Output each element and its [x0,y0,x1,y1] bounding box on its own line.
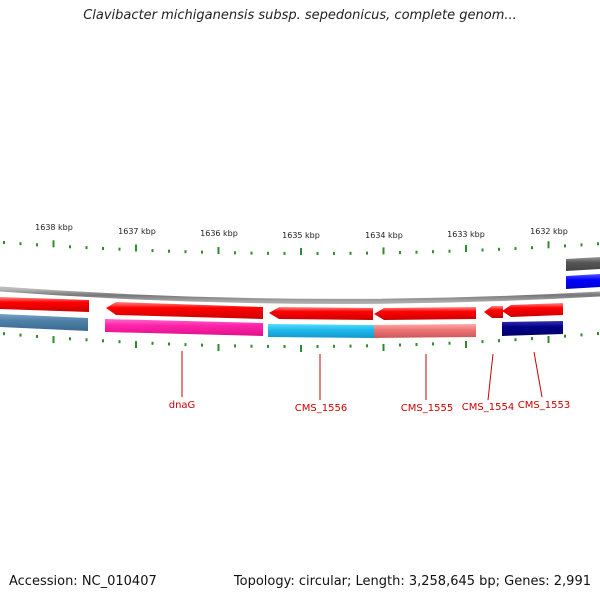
genome-summary-text: Topology: circular; Length: 3,258,645 bp… [233,574,591,589]
ruler-label: 1638 kbp [35,223,73,232]
label-leaders [181,351,543,401]
ruler-label: 1636 kbp [200,229,238,238]
genome-backbone [0,286,600,304]
cds-arrow[interactable] [106,302,263,319]
category-block[interactable] [502,321,563,336]
leader-line [533,351,543,398]
category-block[interactable] [0,314,88,331]
ruler-label: 1637 kbp [118,227,156,236]
gene-label-cms1556[interactable]: CMS_1556 [295,403,347,414]
cds-arrow[interactable] [269,307,373,320]
ruler-label: 1635 kbp [282,231,320,240]
cds-arrow[interactable] [502,303,563,317]
cds-track [0,297,563,320]
category-block[interactable] [268,324,374,338]
gene-label-cms1553[interactable]: CMS_1553 [518,400,570,411]
ruler-ticks-inner [3,332,599,352]
cds-arrow[interactable] [484,306,503,318]
category-track [0,314,563,338]
leader-line [487,353,494,401]
gene-label-cms1554[interactable]: CMS_1554 [462,402,514,413]
gene-labels: dnaG CMS_1556 CMS_1555 CMS_1554 CMS_1553 [169,400,570,414]
category-block[interactable] [105,319,263,336]
feature-gray[interactable] [566,257,600,271]
accession-text: Accession: NC_010407 [9,574,157,589]
ruler-label: 1632 kbp [530,227,568,236]
ruler-label: 1634 kbp [365,231,403,240]
cds-arrow[interactable] [0,297,89,312]
ruler-ticks-outer [3,240,599,255]
gene-label-cms1555[interactable]: CMS_1555 [401,403,453,414]
map-title: Clavibacter michiganensis subsp. sepedon… [83,8,517,23]
gene-label-dnag[interactable]: dnaG [169,400,196,411]
ruler-labels: 1638 kbp 1637 kbp 1636 kbp 1635 kbp 1634… [35,223,568,240]
cds-arrow[interactable] [374,307,476,320]
feature-blue[interactable] [566,274,600,289]
category-block[interactable] [374,324,476,338]
ruler-label: 1633 kbp [447,230,485,239]
